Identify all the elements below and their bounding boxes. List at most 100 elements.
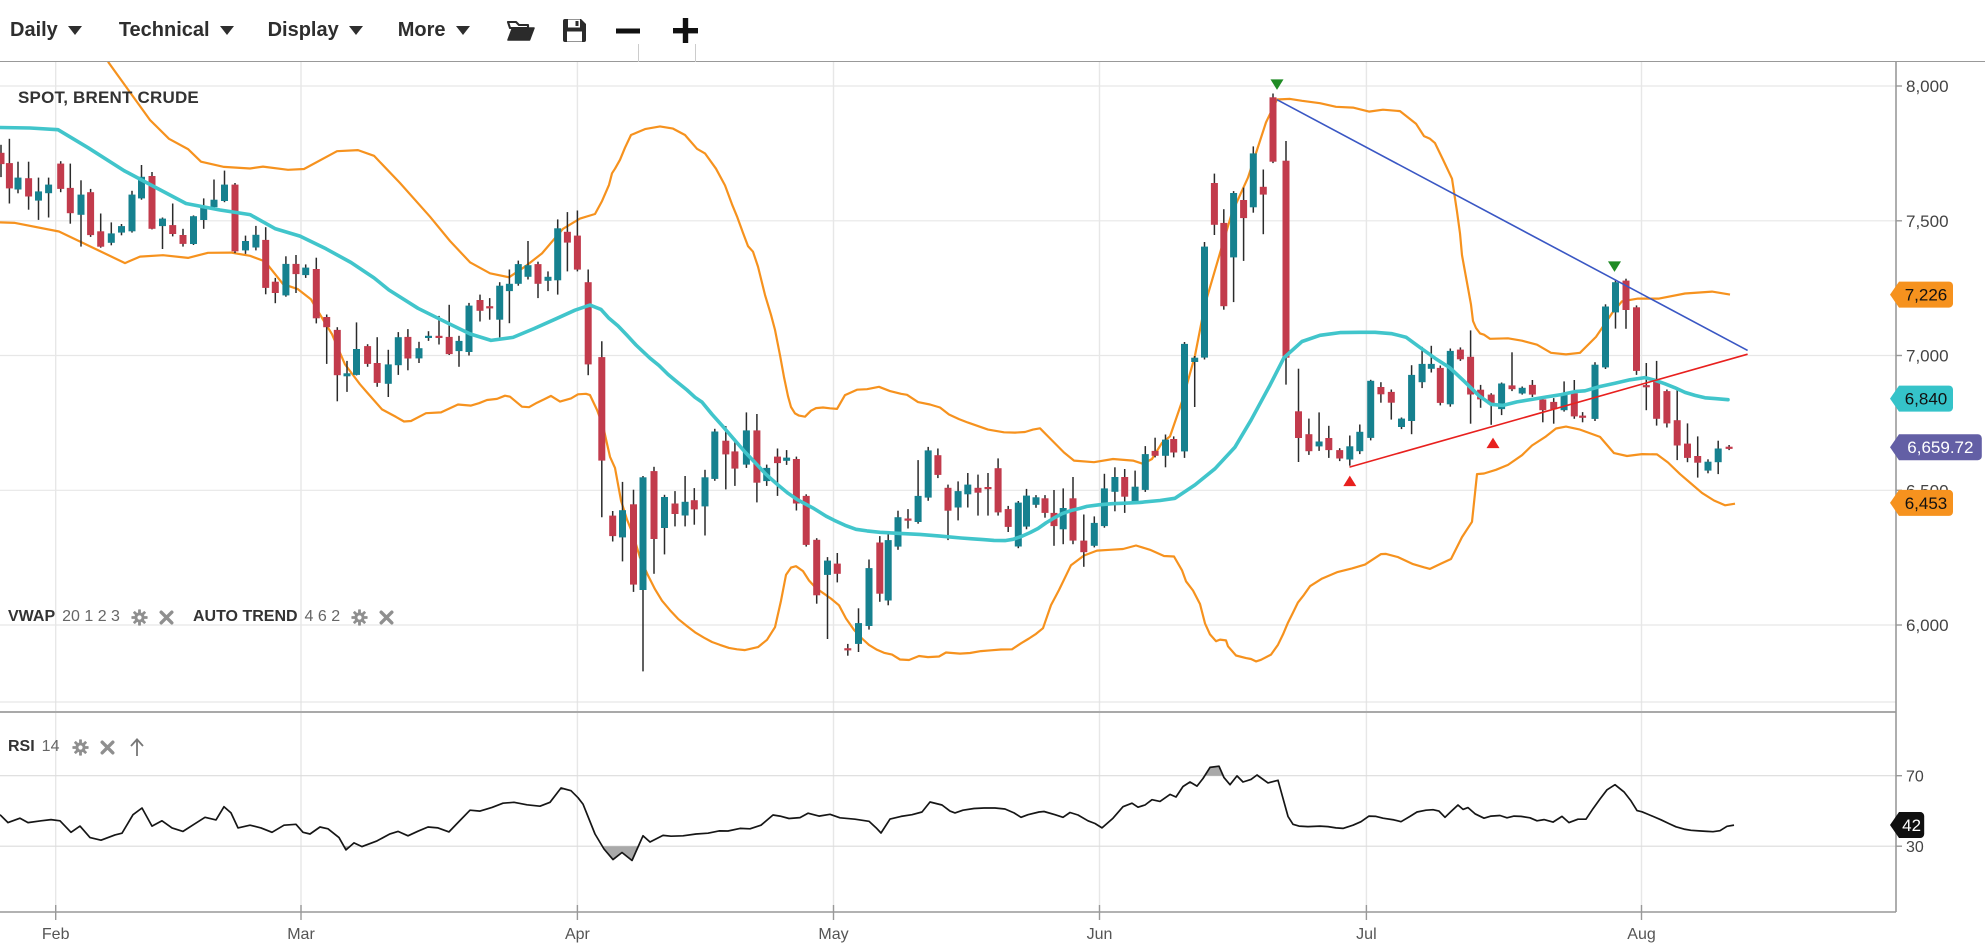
candle-body[interactable] (1295, 411, 1302, 438)
candle-body[interactable] (1436, 367, 1444, 403)
candle-body[interactable] (282, 263, 290, 296)
candle-body[interactable] (312, 269, 320, 319)
candle-body[interactable] (1023, 495, 1030, 527)
candle-body[interactable] (77, 194, 85, 215)
candle-body[interactable] (584, 282, 592, 365)
candle-body[interactable] (1131, 486, 1139, 502)
candle-body[interactable] (1684, 443, 1691, 458)
candle-body[interactable] (1220, 222, 1228, 307)
candle-body[interactable] (384, 364, 392, 384)
candle-body[interactable] (5, 163, 13, 189)
candle-body[interactable] (445, 336, 453, 355)
candle-body[interactable] (496, 285, 504, 320)
candle-body[interactable] (934, 455, 942, 475)
technical-menu[interactable]: Technical (119, 19, 234, 42)
candle-body[interactable] (1141, 454, 1149, 490)
candle-body[interactable] (25, 178, 33, 197)
auto-trend-support[interactable] (1349, 353, 1748, 468)
candle-body[interactable] (425, 335, 432, 338)
candle-body[interactable] (1269, 97, 1277, 162)
candle-body[interactable] (609, 515, 617, 537)
candle-body[interactable] (221, 184, 228, 201)
candle-body[interactable] (138, 176, 145, 199)
candle-body[interactable] (974, 487, 982, 493)
candle-body[interactable] (435, 335, 443, 338)
candle-body[interactable] (252, 234, 260, 248)
rsi-move-up-button[interactable] (128, 737, 146, 757)
candle-body[interactable] (148, 176, 156, 229)
candle-body[interactable] (639, 477, 647, 590)
candle-body[interactable] (231, 184, 239, 252)
candle-body[interactable] (731, 451, 739, 469)
candle-body[interactable] (262, 239, 270, 288)
rsi-remove-button[interactable] (100, 740, 115, 755)
candle-body[interactable] (1714, 448, 1722, 463)
candle-body[interactable] (107, 233, 115, 243)
candle-body[interactable] (619, 510, 626, 538)
candle-body[interactable] (650, 471, 658, 539)
save-chart-button[interactable] (561, 17, 588, 44)
candle-body[interactable] (681, 501, 689, 516)
candle-body[interactable] (455, 340, 463, 352)
candle-body[interactable] (465, 305, 473, 352)
candle-body[interactable] (554, 228, 562, 281)
candle-body[interactable] (1100, 488, 1108, 527)
candle-body[interactable] (598, 357, 606, 461)
candle-body[interactable] (722, 440, 730, 455)
candle-body[interactable] (97, 231, 105, 247)
candle-body[interactable] (242, 241, 249, 251)
candle-body[interactable] (1456, 349, 1464, 360)
candle-body[interactable] (1550, 401, 1558, 410)
candle-body[interactable] (544, 276, 552, 281)
candle-body[interactable] (486, 306, 494, 309)
candle-body[interactable] (505, 283, 513, 292)
more-menu[interactable]: More (398, 19, 470, 42)
candle-body[interactable] (1346, 446, 1354, 460)
auto-trend-remove-button[interactable] (379, 610, 394, 625)
candle-body[interactable] (1612, 282, 1619, 313)
candle-body[interactable] (1181, 343, 1188, 452)
candle-body[interactable] (563, 231, 571, 243)
candle-body[interactable] (1201, 246, 1208, 358)
candle-body[interactable] (1446, 350, 1454, 405)
candle-body[interactable] (0, 152, 5, 165)
vwap-remove-button[interactable] (159, 610, 174, 625)
candle-body[interactable] (884, 540, 892, 601)
candle-body[interactable] (802, 495, 810, 545)
candle-body[interactable] (833, 563, 841, 574)
candle-body[interactable] (373, 363, 381, 383)
rsi-settings-button[interactable] (72, 738, 90, 756)
candle-body[interactable] (1282, 160, 1290, 358)
candle-body[interactable] (1356, 431, 1364, 452)
candle-body[interactable] (573, 235, 581, 270)
open-chart-button[interactable] (506, 18, 536, 44)
candle-body[interactable] (711, 431, 719, 479)
candle-body[interactable] (924, 450, 932, 498)
candle-body[interactable] (876, 542, 884, 594)
candle-body[interactable] (343, 373, 351, 377)
candle-body[interactable] (1398, 418, 1405, 427)
candle-body[interactable] (210, 199, 218, 208)
candle-body[interactable] (415, 348, 423, 359)
candle-body[interactable] (855, 623, 862, 644)
candle-body[interactable] (394, 337, 402, 366)
candle-body[interactable] (1418, 363, 1426, 383)
candle-body[interactable] (292, 263, 300, 275)
candle-body[interactable] (1210, 183, 1218, 225)
candle-body[interactable] (671, 503, 679, 515)
candle-body[interactable] (1694, 456, 1702, 463)
zoom-out-button[interactable] (615, 18, 641, 44)
candle-body[interactable] (1477, 389, 1485, 400)
candle-body[interactable] (1259, 186, 1267, 195)
candle-body[interactable] (35, 191, 42, 201)
candle-body[interactable] (1387, 391, 1395, 403)
candle-body[interactable] (944, 487, 952, 511)
candle-body[interactable] (914, 495, 922, 522)
candle-body[interactable] (190, 216, 197, 244)
candle-body[interactable] (1725, 446, 1733, 449)
candle-body[interactable] (1560, 394, 1568, 411)
candle-body[interactable] (824, 560, 831, 575)
candle-body[interactable] (333, 329, 341, 376)
candle-body[interactable] (1162, 439, 1169, 456)
